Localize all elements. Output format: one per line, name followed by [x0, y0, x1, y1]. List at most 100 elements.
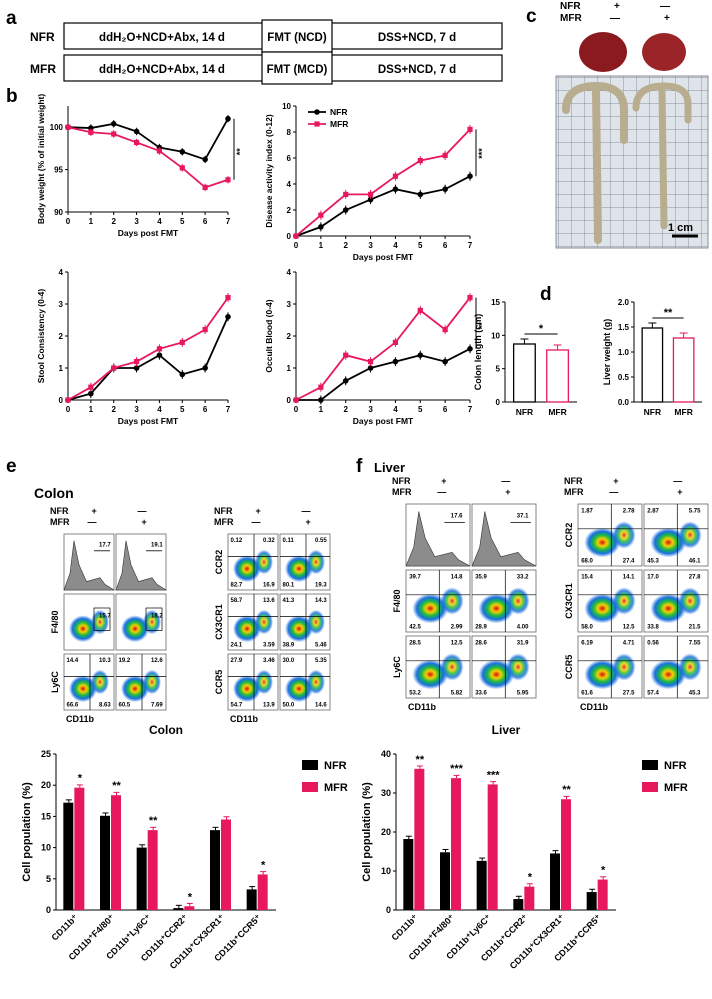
quadrant-value: 16.9 — [263, 583, 275, 589]
flow-header-nfr: NFR — [214, 506, 233, 516]
x-tick-label: 7 — [468, 405, 473, 414]
series-line-mfr — [295, 128, 471, 237]
density-cloud — [440, 587, 464, 615]
photo-nfr-label: NFR — [560, 1, 581, 12]
x-tick-label: 7 — [468, 241, 473, 250]
data-point-nfr — [202, 156, 208, 163]
panel-label-e: e — [6, 456, 17, 477]
flow-minus: — — [501, 476, 510, 486]
legend-marker — [314, 121, 320, 127]
colon-sample-nfr — [562, 81, 628, 244]
data-point-nfr — [417, 352, 424, 359]
significance-marker: ** — [477, 322, 487, 330]
x-tick-label: 0 — [66, 405, 71, 414]
x-tick-label: 2 — [111, 217, 116, 226]
data-point-nfr — [318, 397, 324, 403]
data-point-mfr — [156, 148, 163, 154]
legend-label: NFR — [664, 760, 687, 772]
design-step2-mfr: FMT (MCD) — [267, 64, 328, 76]
significance-marker: *** — [477, 148, 487, 159]
significance-marker: * — [188, 891, 193, 903]
y-tick-label: 5 — [496, 365, 501, 374]
data-point-mfr — [442, 152, 448, 158]
significance-marker: * — [261, 859, 266, 871]
quadrant-value: 5.95 — [517, 690, 529, 696]
gate-value: 15.7 — [99, 614, 111, 620]
y-tick-label: 0 — [496, 398, 501, 407]
bar-mfr — [546, 349, 570, 403]
legend-label: NFR — [330, 107, 347, 117]
quadrant-value: 68.0 — [581, 558, 593, 564]
quadrant-value: 27.8 — [689, 575, 701, 581]
data-point-mfr — [179, 339, 185, 345]
quadrant-value: 7.55 — [689, 641, 701, 647]
data-point-mfr — [65, 124, 71, 130]
x-tick-label: 0 — [294, 405, 299, 414]
bar-mfr — [74, 787, 85, 910]
scale-bar-label: 1 cm — [668, 222, 693, 234]
flow-axis-label: CX3CR1 — [564, 583, 574, 619]
quadrant-value: 53.2 — [409, 690, 421, 696]
x-tick-label: 6 — [443, 405, 448, 414]
data-point-nfr — [342, 207, 349, 213]
y-tick-label: 30 — [381, 788, 391, 798]
bar-mfr — [487, 784, 498, 910]
y-tick-label: 40 — [381, 749, 391, 759]
significance-marker: * — [78, 773, 83, 785]
flow-axis-label: Ly6C — [392, 656, 402, 678]
data-point-mfr — [442, 327, 448, 333]
series-line-nfr — [67, 316, 229, 401]
category-label: NFR — [644, 407, 661, 417]
density-cloud — [255, 609, 273, 635]
bar-mfr — [221, 819, 231, 910]
density-cloud — [678, 653, 702, 681]
flow-minus: — — [437, 487, 446, 497]
photo-nfr-minus: — — [660, 1, 670, 12]
quadrant-value: 3.59 — [263, 643, 275, 649]
density-cloud — [91, 609, 109, 635]
data-point-mfr — [293, 397, 299, 403]
histogram-gate-value: 17.7 — [99, 542, 111, 548]
significance-marker: ** — [416, 754, 425, 766]
quadrant-value: 14.3 — [315, 598, 327, 604]
data-point-nfr — [318, 224, 324, 230]
histogram-curve — [115, 540, 168, 591]
y-tick-label: 0 — [287, 232, 292, 241]
data-point-nfr — [342, 378, 349, 384]
x-tick-label: 6 — [203, 217, 208, 226]
y-tick-label: 10 — [491, 331, 500, 340]
data-point-mfr — [293, 233, 299, 239]
density-cloud — [143, 609, 161, 635]
y-tick-label: 1 — [59, 364, 64, 373]
chart-colon-length: 0 5 10 15 Colon length (cm) NFR MFR * — [473, 298, 577, 417]
data-point-mfr — [343, 352, 349, 358]
quadrant-value: 5.82 — [451, 690, 463, 696]
chart-liver-weight: 0.0 0.5 1.0 1.5 2.0 Liver weight (g) NFR MFR ** — [602, 298, 702, 417]
flow-minus: — — [302, 506, 311, 516]
data-point-nfr — [442, 358, 448, 365]
panel-label-a: a — [6, 8, 17, 29]
chart-stool-consistency: 0 1 2 3 4 0 1 2 3 4 5 6 7 Days post FMT Stool Consiste… — [36, 268, 231, 426]
y-axis-label: Body weight (% of initial weight) — [36, 94, 46, 224]
bar-mfr — [672, 337, 695, 403]
y-tick-label: 90 — [54, 208, 63, 217]
flow-header-nfr: NFR — [564, 476, 583, 486]
quadrant-value: 14.1 — [623, 575, 635, 581]
quadrant-value: 28.9 — [475, 624, 487, 630]
quadrant-value: 13.6 — [263, 598, 275, 604]
x-tick-label: 4 — [157, 217, 162, 226]
category-label: MFR — [548, 407, 566, 417]
quadrant-value: 12.5 — [623, 624, 635, 630]
y-tick-label: 2 — [287, 332, 292, 341]
bar-nfr — [63, 802, 74, 910]
grid-paper — [555, 75, 709, 249]
flow-axis-label: CCR2 — [564, 523, 574, 548]
quadrant-value: 5.46 — [315, 643, 327, 649]
quadrant-value: 8.63 — [99, 703, 111, 709]
data-point-mfr — [367, 191, 374, 197]
data-point-mfr — [133, 139, 140, 146]
quadrant-value: 14.4 — [67, 658, 79, 664]
bar-nfr — [246, 889, 257, 910]
data-point-mfr — [225, 295, 231, 301]
